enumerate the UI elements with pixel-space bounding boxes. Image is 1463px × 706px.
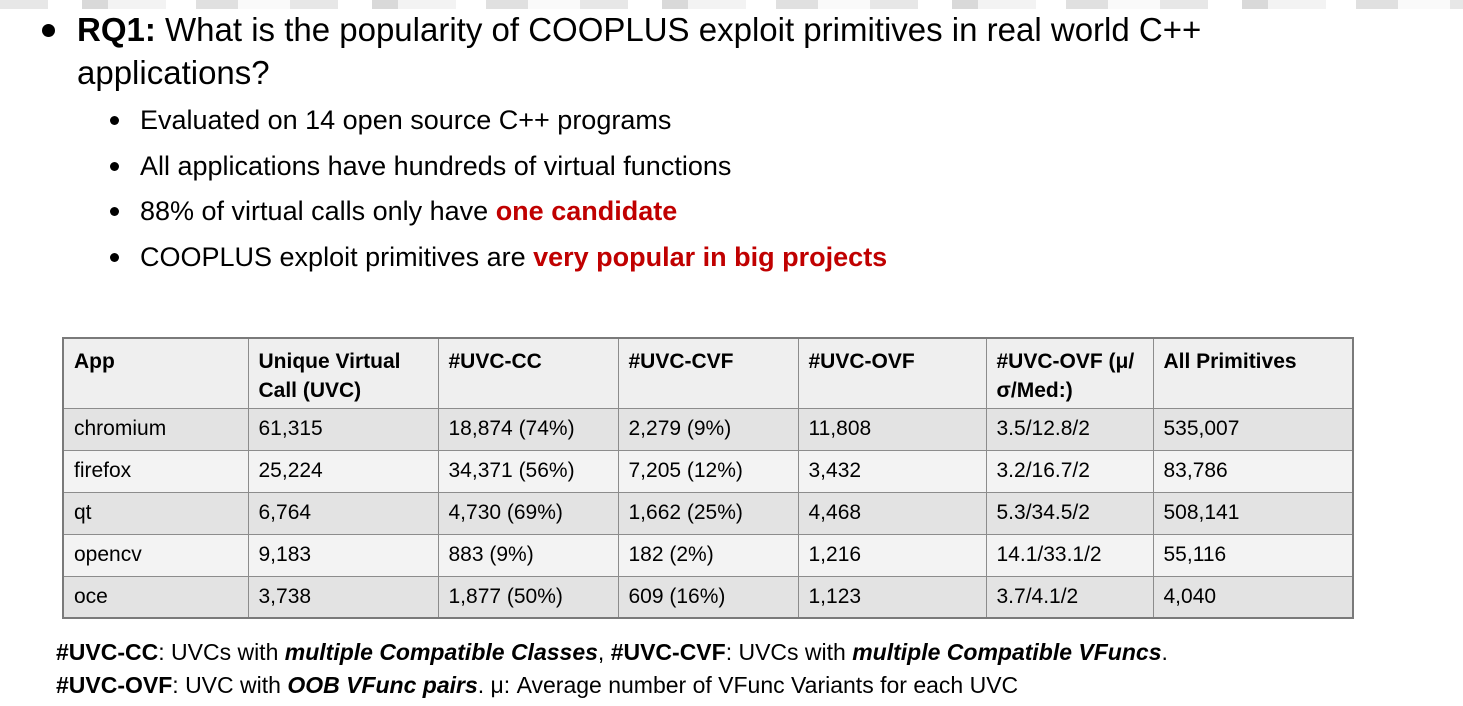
column-header-uvc-cc: #UVC-CC bbox=[437, 337, 619, 409]
table-cell: 83,786 bbox=[1152, 449, 1354, 493]
rq1-question: What is the popularity of COOPLUS exploi… bbox=[77, 11, 1202, 91]
table-row: chromium 61,315 18,874 (74%) 2,279 (9%) … bbox=[62, 407, 1354, 451]
footnote-text: : UVC with bbox=[172, 672, 288, 698]
sub-bullet-item: Evaluated on 14 open source C++ programs bbox=[110, 98, 1310, 144]
footnote-text: : UVCs with bbox=[725, 639, 853, 665]
sub-bullet-item: COOPLUS exploit primitives are very popu… bbox=[110, 235, 1310, 281]
table-cell: 55,116 bbox=[1152, 533, 1354, 577]
table-cell: 14.1/33.1/2 bbox=[985, 533, 1154, 577]
footnote-term: #UVC-CVF bbox=[610, 639, 726, 665]
column-header-uvc-cvf: #UVC-CVF bbox=[617, 337, 799, 409]
sub-bullet-highlight: one candidate bbox=[495, 196, 678, 226]
table-cell: 25,224 bbox=[247, 449, 439, 493]
table-cell: 7,205 (12%) bbox=[617, 449, 799, 493]
footnote-line-1: #UVC-CC: UVCs with multiple Compatible C… bbox=[56, 636, 1436, 669]
table-cell: 4,730 (69%) bbox=[437, 491, 619, 535]
footnote-text: . bbox=[1161, 639, 1168, 665]
sub-bullet-text: All applications have hundreds of virtua… bbox=[140, 150, 732, 181]
table-footnotes: #UVC-CC: UVCs with multiple Compatible C… bbox=[56, 636, 1436, 702]
bullet-icon bbox=[110, 161, 119, 171]
bullet-icon bbox=[110, 207, 119, 216]
app-name-cell: qt bbox=[62, 491, 249, 535]
table-cell: 9,183 bbox=[247, 533, 439, 577]
column-header-uvc-ovf: #UVC-OVF bbox=[797, 337, 987, 409]
column-header-all-primitives: All Primitives bbox=[1152, 337, 1354, 409]
footnote-term: #UVC-OVF bbox=[56, 672, 173, 698]
column-header-app: App bbox=[62, 337, 249, 409]
table-cell: 508,141 bbox=[1152, 491, 1354, 535]
table-cell: 11,808 bbox=[797, 407, 987, 451]
rq1-heading-text: RQ1: What is the popularity of COOPLUS e… bbox=[77, 8, 1227, 94]
sub-bullet-item: All applications have hundreds of virtua… bbox=[110, 144, 1310, 190]
footnote-emphasis: multiple Compatible VFuncs bbox=[852, 639, 1162, 665]
table-cell: 61,315 bbox=[247, 407, 439, 451]
footnote-term: #UVC-CC bbox=[56, 639, 159, 665]
table-cell: 2,279 (9%) bbox=[617, 407, 799, 451]
footnote-line-2: #UVC-OVF: UVC with OOB VFunc pairs. μ: A… bbox=[56, 669, 1436, 702]
app-name-cell: oce bbox=[62, 575, 249, 619]
table-cell: 3.7/4.1/2 bbox=[985, 575, 1154, 619]
table-cell: 4,468 bbox=[797, 491, 987, 535]
footnote-emphasis: multiple Compatible Classes bbox=[284, 639, 598, 665]
sub-bullet-text: Evaluated on 14 open source C++ programs bbox=[140, 105, 672, 135]
table-cell: 3.5/12.8/2 bbox=[985, 407, 1154, 451]
table-row: firefox 25,224 34,371 (56%) 7,205 (12%) … bbox=[62, 449, 1354, 493]
table-cell: 18,874 (74%) bbox=[437, 407, 619, 451]
table-cell: 883 (9%) bbox=[437, 533, 619, 577]
table-cell: 4,040 bbox=[1152, 575, 1354, 619]
rq1-label: RQ1: bbox=[77, 11, 156, 48]
footnote-text: , bbox=[597, 639, 611, 665]
table-row: oce 3,738 1,877 (50%) 609 (16%) 1,123 3.… bbox=[62, 575, 1354, 619]
table-cell: 34,371 (56%) bbox=[437, 449, 619, 493]
table-cell: 5.3/34.5/2 bbox=[985, 491, 1154, 535]
table-cell: 1,123 bbox=[797, 575, 987, 619]
table-cell: 1,662 (25%) bbox=[617, 491, 799, 535]
results-table: App Unique Virtual Call (UVC) #UVC-CC #U… bbox=[62, 337, 1354, 619]
app-name-cell: chromium bbox=[62, 407, 249, 451]
table-cell: 3,432 bbox=[797, 449, 987, 493]
table-row: opencv 9,183 883 (9%) 182 (2%) 1,216 14.… bbox=[62, 533, 1354, 577]
table-cell: 1,216 bbox=[797, 533, 987, 577]
table-cell: 182 (2%) bbox=[617, 533, 799, 577]
table-cell: 6,764 bbox=[247, 491, 439, 535]
sub-bullet-highlight: very popular in big projects bbox=[533, 241, 888, 272]
bullet-icon bbox=[42, 24, 55, 37]
sub-bullet-list: Evaluated on 14 open source C++ programs… bbox=[110, 98, 1310, 280]
table-cell: 535,007 bbox=[1152, 407, 1354, 451]
table-cell: 3.2/16.7/2 bbox=[985, 449, 1154, 493]
sub-bullet-text: 88% of virtual calls only have bbox=[140, 196, 496, 226]
bullet-icon bbox=[110, 116, 119, 125]
slide-edge-artifact bbox=[0, 0, 1463, 9]
column-header-uvc-ovf-stats: #UVC-OVF (μ/σ/Med:) bbox=[985, 337, 1154, 409]
app-name-cell: firefox bbox=[62, 449, 249, 493]
table-cell: 609 (16%) bbox=[617, 575, 799, 619]
bullet-icon bbox=[110, 252, 119, 262]
sub-bullet-item: 88% of virtual calls only have one candi… bbox=[110, 189, 1310, 235]
footnote-text: . μ: Average number of VFunc Variants fo… bbox=[477, 672, 1019, 698]
column-header-uvc: Unique Virtual Call (UVC) bbox=[247, 337, 439, 409]
table-row: qt 6,764 4,730 (69%) 1,662 (25%) 4,468 5… bbox=[62, 491, 1354, 535]
table-cell: 1,877 (50%) bbox=[437, 575, 619, 619]
footnote-emphasis: OOB VFunc pairs bbox=[287, 672, 478, 698]
sub-bullet-text: COOPLUS exploit primitives are bbox=[140, 241, 534, 272]
footnote-text: : UVCs with bbox=[158, 639, 285, 665]
rq1-heading: RQ1: What is the popularity of COOPLUS e… bbox=[42, 8, 1242, 94]
table-header-row: App Unique Virtual Call (UVC) #UVC-CC #U… bbox=[62, 337, 1354, 409]
table-cell: 3,738 bbox=[247, 575, 439, 619]
app-name-cell: opencv bbox=[62, 533, 249, 577]
